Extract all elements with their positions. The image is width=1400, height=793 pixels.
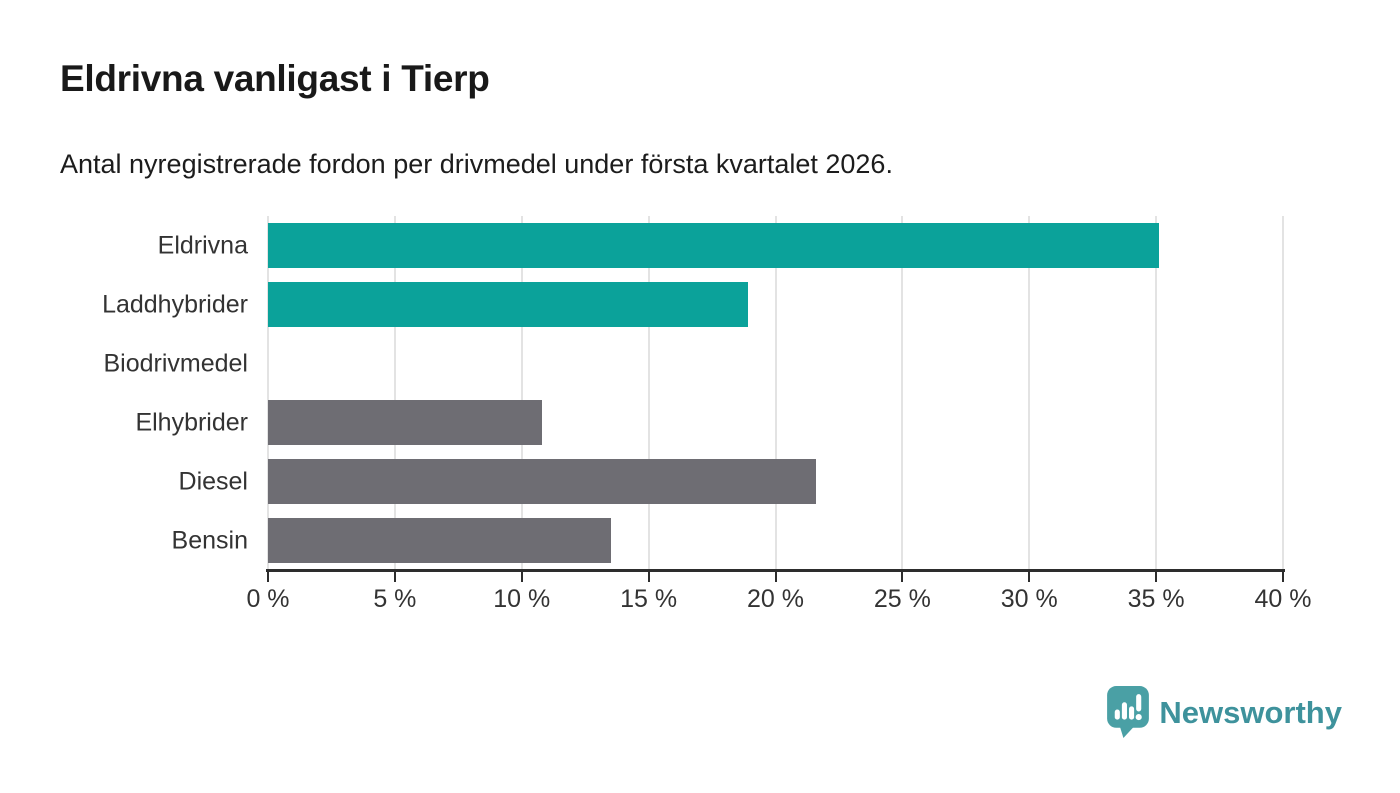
x-tick-label: 40 % [1254,585,1312,613]
x-axis: 0 % 5 % 10 % 15 % 20 % 25 % 30 % 35 % 40 % [246,572,1311,627]
x-tick-label: 30 % [1000,585,1058,613]
gridline [647,216,650,570]
axis-tick [1028,572,1031,582]
y-category-label: Laddhybrider [102,290,248,318]
gridline [393,216,396,570]
chart-title: Eldrivna vanligast i Tierp [60,58,490,99]
x-tick-label: 10 % [493,585,551,613]
x-tick-label: 0 % [246,585,290,613]
x-tick-label: 15 % [620,585,678,613]
axis-tick [393,572,396,582]
chart-subtitle: Antal nyregistrerade fordon per drivmede… [60,149,893,179]
bar-diesel [268,459,817,504]
gridline [1282,216,1284,570]
axis-tick [1155,572,1158,582]
y-category-label: Diesel [178,467,248,495]
y-category-label: Biodrivmedel [103,349,248,377]
gridline [774,216,777,570]
y-category-label: Elhybrider [135,408,248,436]
x-tick-label: 25 % [873,585,931,613]
axis-tick [520,572,523,582]
axis-tick [901,572,904,582]
bar-elhybrider [268,400,543,445]
y-category-label: Bensin [171,526,248,554]
bar-laddhybrider [268,282,748,327]
axis-tick [647,572,650,582]
y-category-label: Eldrivna [157,231,248,259]
x-tick-label: 35 % [1127,585,1185,613]
gridline [901,216,904,570]
newsworthy-logo: Newsworthy [1107,686,1342,739]
axis-tick [267,572,269,582]
axis-tick [774,572,777,582]
plot-area [267,216,1284,570]
gridline [267,216,269,570]
y-labels: Eldrivna Laddhybrider Biodrivmedel Elhybrid… [0,216,248,570]
bar-bensin [268,518,611,563]
x-axis-line [266,569,1285,572]
gridline [520,216,523,570]
gridline [1155,216,1158,570]
x-tick-label: 20 % [747,585,804,613]
bar-eldrivna [268,223,1159,268]
x-tick-label: 5 % [373,585,417,613]
newsworthy-bubble-icon [1107,686,1150,738]
newsworthy-logo-text: Newsworthy [1159,694,1342,730]
gridline [1028,216,1031,570]
axis-tick [1282,572,1284,582]
